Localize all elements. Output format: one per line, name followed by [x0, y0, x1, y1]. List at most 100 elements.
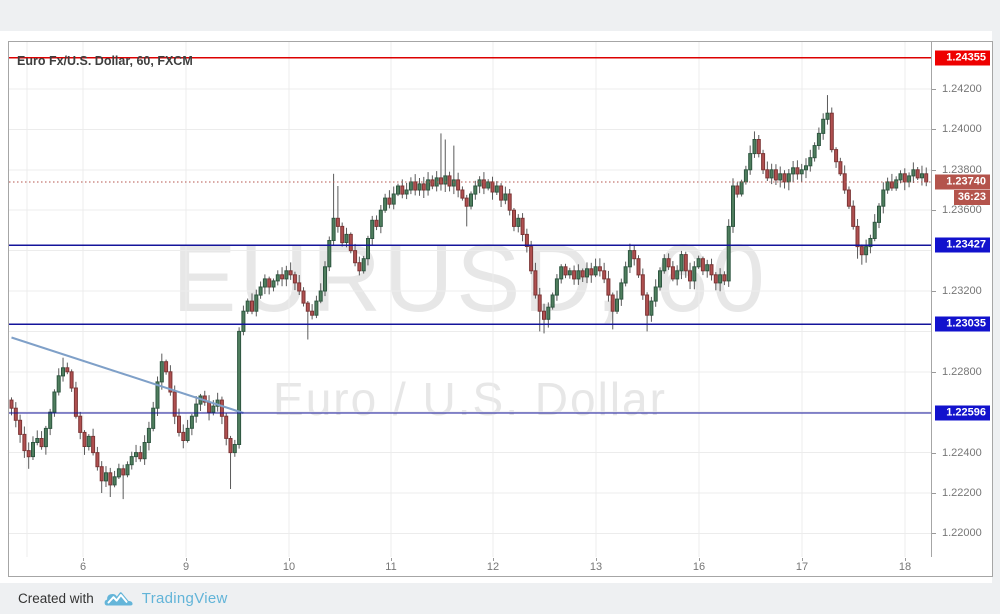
time-tick-mark — [186, 558, 187, 561]
candle-up — [469, 193, 473, 207]
candle-down — [490, 181, 495, 193]
candle-up — [129, 456, 134, 466]
candle-up — [378, 209, 383, 227]
candle-up — [731, 185, 735, 227]
candle-down — [69, 371, 74, 389]
time-tick-label: 11 — [385, 561, 397, 573]
candle-up — [649, 300, 654, 316]
price-axis[interactable]: 1.24200 1.24000 1.23800 1.23600 1.23200 1.228… — [932, 42, 992, 557]
candle-down — [421, 183, 426, 191]
time-tick-label: 13 — [589, 561, 603, 573]
candle-up — [189, 415, 194, 429]
price-tick-label: 1.23200 — [942, 285, 982, 297]
candle-down — [301, 290, 306, 304]
candle-down — [602, 270, 607, 280]
candle-up — [748, 153, 753, 171]
chart-plot-area[interactable]: EURUSD, 60 Euro / U.S. Dollar Euro Fx/U.… — [9, 42, 932, 557]
bar-countdown-badge: 36:23 — [953, 190, 990, 205]
candle-up — [816, 132, 821, 147]
candle-down — [666, 258, 671, 268]
candle-up — [791, 167, 796, 175]
time-tick-mark — [905, 558, 906, 561]
candle-up — [653, 286, 658, 302]
price-level-badge-1.22596[interactable]: 1.22596 — [935, 405, 990, 421]
candle-down — [456, 179, 461, 191]
candle-up — [739, 181, 744, 195]
candle-up — [275, 274, 280, 282]
last-price-badge[interactable]: 1.23740 — [935, 174, 990, 190]
candle-down — [524, 233, 529, 247]
price-level-badge-1.23427[interactable]: 1.23427 — [935, 237, 990, 253]
candle-up — [881, 189, 886, 207]
candle-up — [142, 442, 147, 460]
candle-down — [713, 274, 718, 284]
candle-down — [606, 278, 611, 296]
candle-up — [318, 290, 323, 302]
candle-down — [735, 185, 740, 195]
candle-up — [366, 238, 370, 260]
candle-up — [821, 118, 826, 134]
candle-up — [262, 278, 267, 288]
candle-down — [589, 268, 594, 276]
time-tick-label: 17 — [795, 561, 809, 573]
candle-up — [907, 175, 912, 183]
candle-down — [288, 270, 293, 276]
candle-down — [39, 438, 44, 448]
candle-up — [426, 179, 431, 191]
price-tick-mark — [932, 89, 936, 90]
candle-down — [73, 387, 78, 417]
candle-down — [924, 173, 929, 183]
price-tick-mark — [932, 493, 936, 494]
candle-up — [550, 294, 555, 308]
candle-up — [404, 189, 409, 195]
candle-up — [559, 266, 564, 280]
candle-down — [82, 431, 87, 447]
time-axis[interactable]: 6 9 10 11 12 13 16 17 18 — [9, 558, 992, 576]
price-tick-mark — [932, 372, 936, 373]
candle-up — [868, 238, 873, 248]
candle-up — [314, 300, 319, 316]
created-with-label: Created with — [18, 591, 94, 606]
candle-down — [292, 274, 297, 284]
price-level-badge-1.23035[interactable]: 1.23035 — [935, 316, 990, 332]
candle-up — [271, 280, 276, 288]
candle-down — [219, 399, 224, 417]
candle-down — [765, 169, 770, 179]
candle-up — [35, 438, 40, 443]
candle-up — [615, 298, 619, 312]
tradingview-logo-icon — [104, 591, 133, 605]
price-tick-mark — [932, 533, 936, 534]
candle-up — [692, 266, 697, 282]
candle-down — [773, 169, 778, 181]
candlestick-chart-svg[interactable] — [9, 42, 931, 557]
descending-trendline[interactable] — [11, 336, 244, 414]
candle-down — [439, 177, 443, 185]
price-level-badge-1.24355[interactable]: 1.24355 — [935, 50, 990, 66]
candle-up — [576, 270, 581, 280]
candle-down — [512, 209, 516, 227]
chart-frame: EURUSD, 60 Euro / U.S. Dollar Euro Fx/U.… — [8, 41, 993, 577]
candle-up — [894, 179, 899, 189]
price-tick-mark — [932, 170, 936, 171]
candle-down — [22, 433, 27, 452]
candle-up — [48, 411, 53, 429]
candle-up — [696, 258, 701, 268]
time-tick-label: 18 — [898, 561, 912, 573]
candle-up — [718, 274, 723, 284]
candle-up — [61, 367, 65, 377]
candle-down — [121, 468, 126, 476]
candle-down — [207, 401, 212, 413]
candle-up — [911, 169, 916, 177]
price-tick-label: 1.23600 — [942, 204, 982, 216]
candle-down — [507, 193, 512, 211]
candle-down — [13, 407, 18, 421]
candle-down — [610, 294, 615, 312]
candle-down — [310, 310, 315, 316]
candle-up — [31, 442, 35, 458]
candle-up — [331, 217, 336, 242]
tradingview-brand-link[interactable]: TradingView — [141, 590, 228, 607]
candle-down — [250, 300, 254, 312]
candle-down — [700, 258, 705, 272]
candle-up — [804, 165, 808, 171]
time-tick-label: 9 — [182, 561, 190, 573]
